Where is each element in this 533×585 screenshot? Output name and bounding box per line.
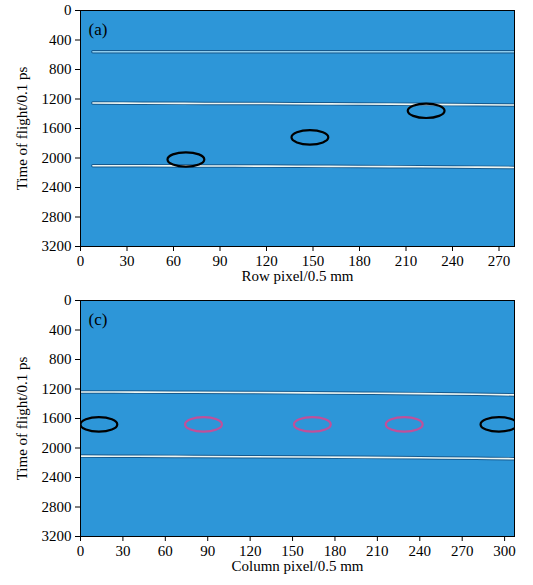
svg-text:2400: 2400 <box>42 469 72 485</box>
svg-text:1600: 1600 <box>42 120 72 136</box>
svg-text:0: 0 <box>64 292 72 308</box>
svg-text:800: 800 <box>49 351 72 367</box>
svg-text:Time of flight/0.1 ps: Time of flight/0.1 ps <box>14 67 30 191</box>
svg-text:210: 210 <box>366 543 389 559</box>
svg-text:2000: 2000 <box>42 440 72 456</box>
svg-text:0: 0 <box>77 253 85 269</box>
svg-text:3200: 3200 <box>42 238 72 254</box>
svg-text:210: 210 <box>395 253 418 269</box>
svg-text:0: 0 <box>77 543 85 559</box>
svg-text:800: 800 <box>49 61 72 77</box>
svg-text:Column pixel/0.5 mm: Column pixel/0.5 mm <box>231 558 363 574</box>
svg-text:Time of flight/0.1 ps: Time of flight/0.1 ps <box>14 357 30 481</box>
svg-text:0: 0 <box>64 2 72 18</box>
svg-text:180: 180 <box>323 543 347 560</box>
svg-text:30: 30 <box>120 253 135 269</box>
svg-text:2400: 2400 <box>42 179 72 195</box>
svg-text:120: 120 <box>238 543 262 560</box>
svg-text:150: 150 <box>301 253 325 270</box>
svg-text:270: 270 <box>451 543 474 559</box>
svg-text:240: 240 <box>441 253 464 269</box>
svg-text:60: 60 <box>158 543 173 559</box>
svg-text:240: 240 <box>409 543 432 559</box>
svg-text:2000: 2000 <box>42 150 72 166</box>
svg-text:400: 400 <box>49 322 72 338</box>
svg-text:3200: 3200 <box>42 528 72 544</box>
svg-text:300: 300 <box>493 543 516 559</box>
svg-text:270: 270 <box>488 253 511 269</box>
svg-text:90: 90 <box>200 543 215 559</box>
svg-text:180: 180 <box>348 253 371 270</box>
svg-text:1600: 1600 <box>42 410 72 426</box>
svg-text:Row pixel/0.5 mm: Row pixel/0.5 mm <box>241 268 353 284</box>
svg-text:90: 90 <box>213 253 228 269</box>
svg-text:1200: 1200 <box>42 381 72 397</box>
svg-text:2800: 2800 <box>42 499 72 515</box>
svg-text:60: 60 <box>166 253 181 269</box>
svg-text:(a): (a) <box>89 20 108 39</box>
svg-text:120: 120 <box>255 253 278 270</box>
svg-text:(c): (c) <box>89 310 108 329</box>
svg-text:1200: 1200 <box>42 91 72 107</box>
svg-text:400: 400 <box>49 32 72 48</box>
svg-text:150: 150 <box>281 543 304 560</box>
svg-text:30: 30 <box>115 543 130 559</box>
svg-text:2800: 2800 <box>42 209 72 225</box>
